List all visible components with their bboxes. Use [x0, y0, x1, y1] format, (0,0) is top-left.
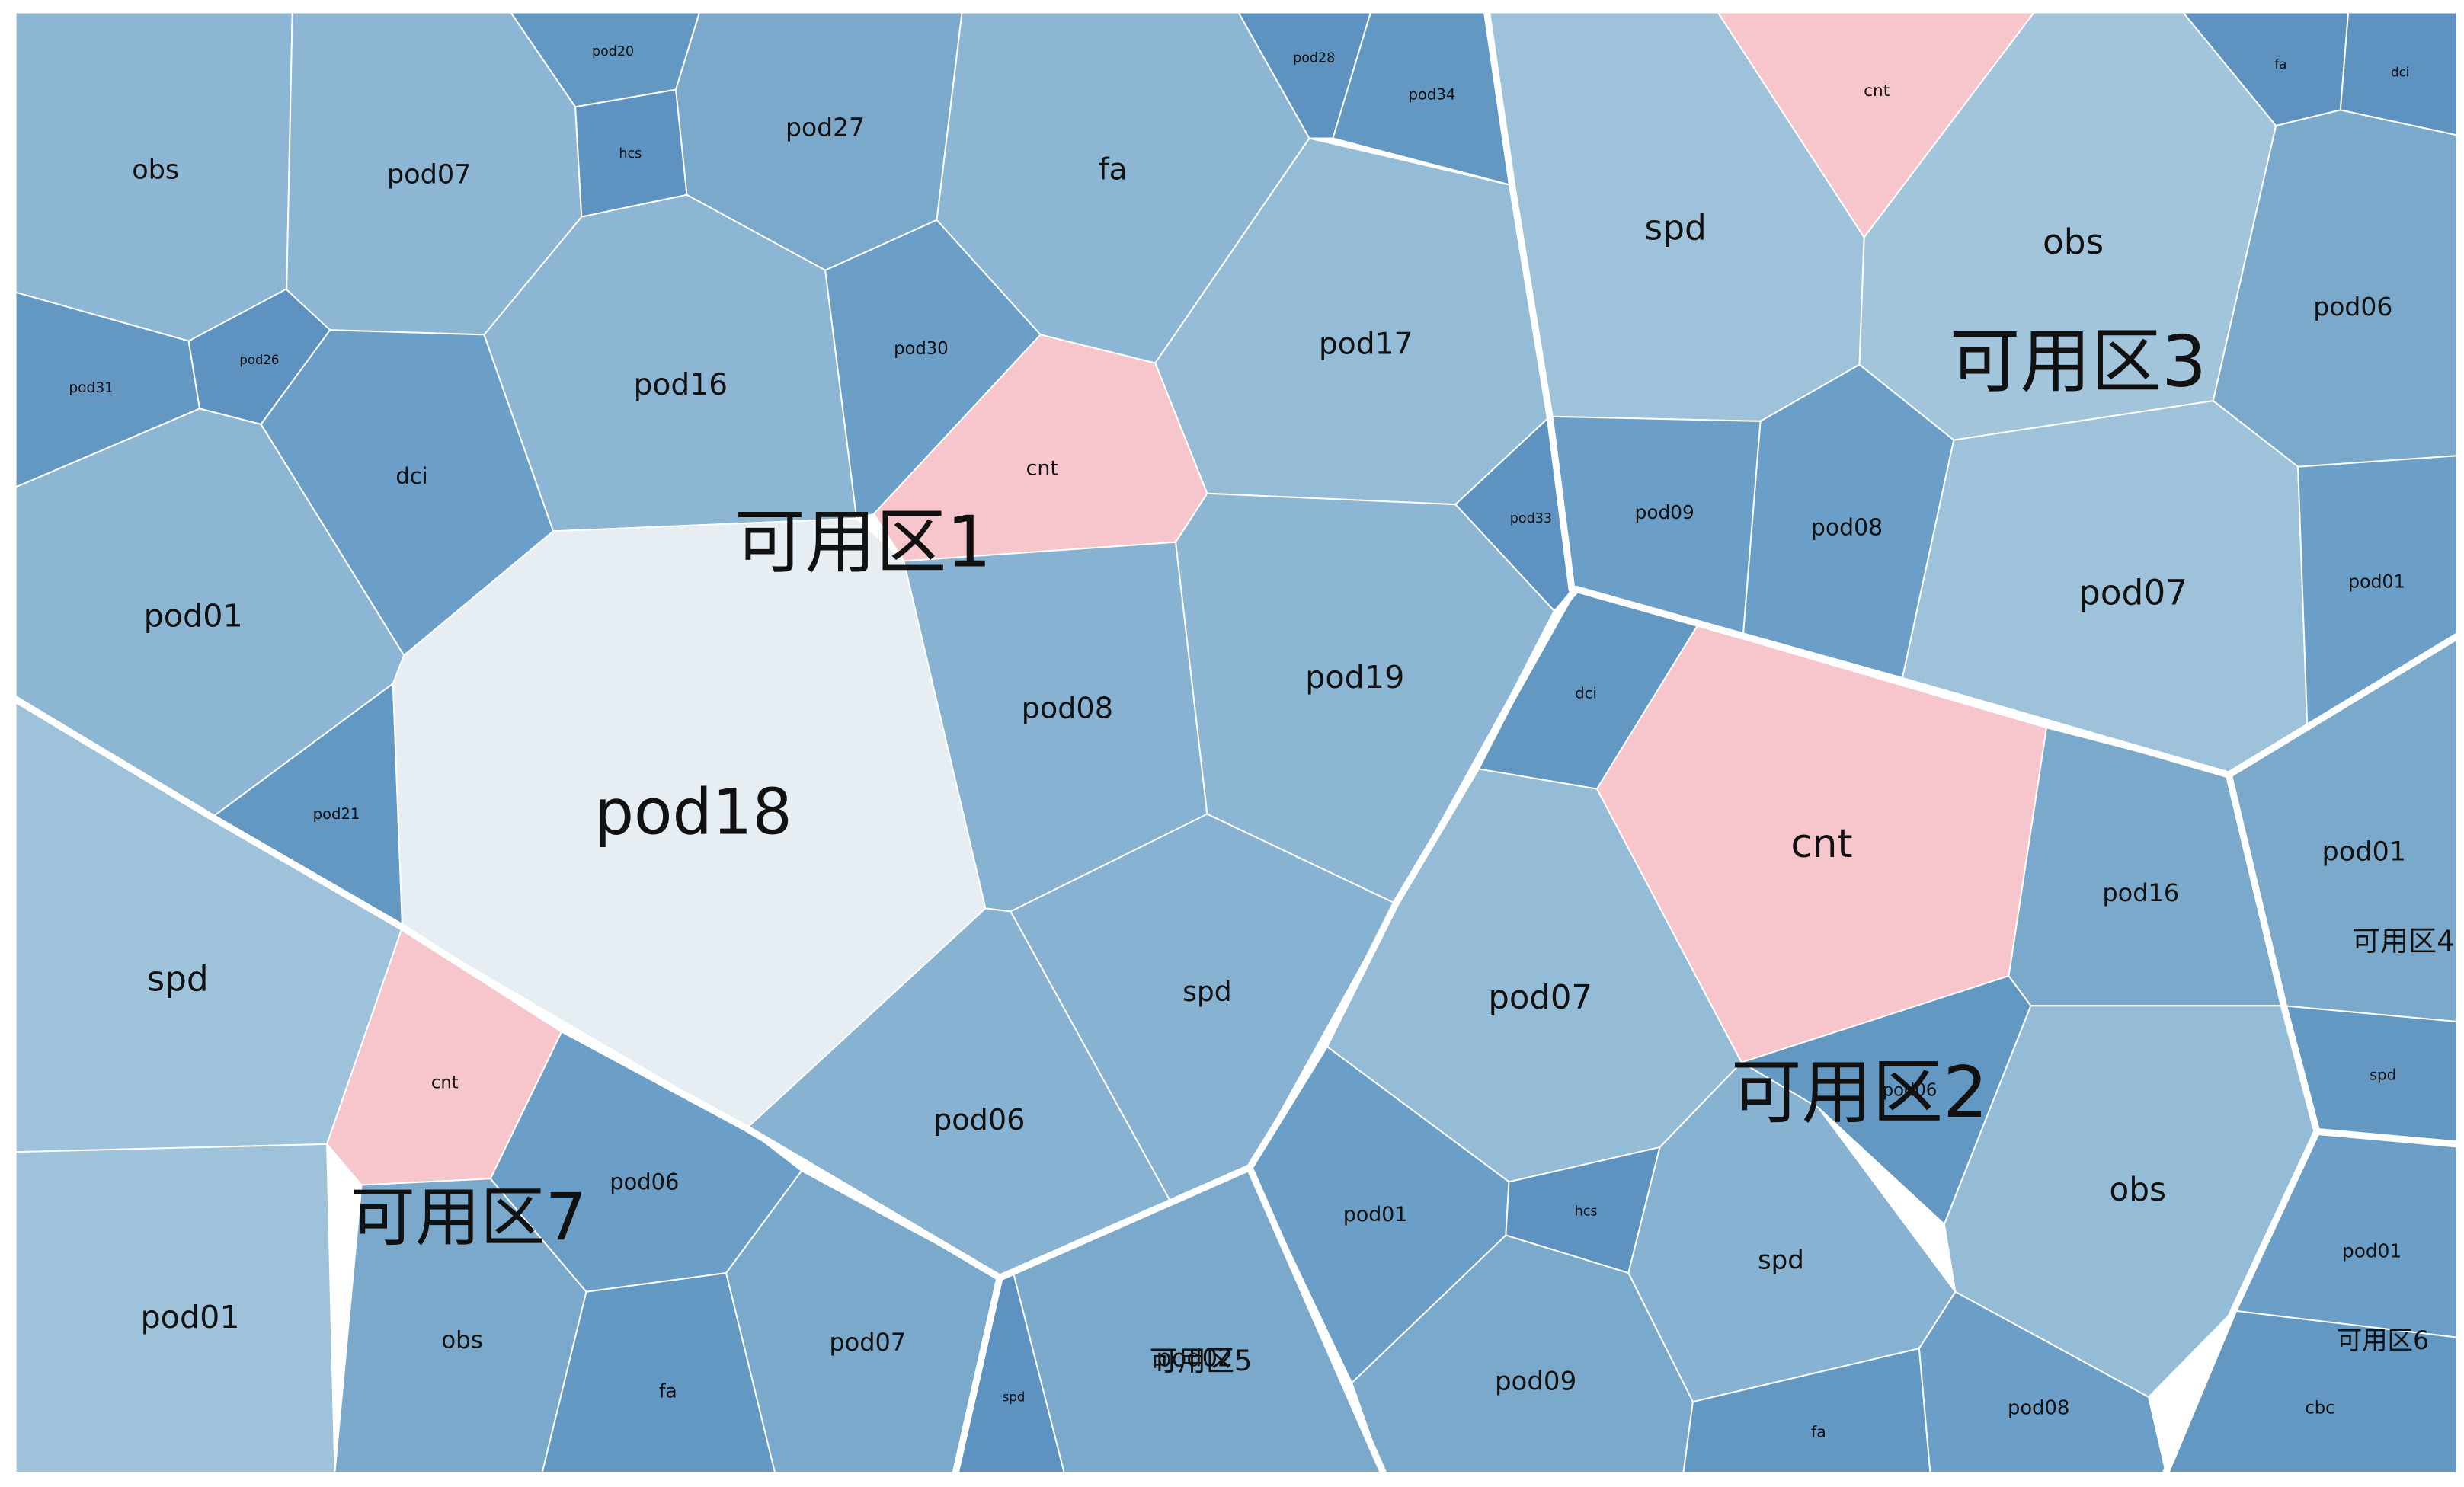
cell-label-fa: fa [1099, 152, 1128, 187]
cell-label-cnt: cnt [1026, 456, 1058, 480]
zone-border-2 [1573, 586, 2460, 779]
zone-title-1: 可用区1 [734, 501, 991, 584]
zone-border-8 [2313, 1127, 2460, 1148]
cell-label-pod20: pod20 [592, 44, 634, 59]
cell-label-pod09: pod09 [1495, 1366, 1576, 1396]
zone-title-6: 可用区6 [2337, 1326, 2429, 1355]
cell-label-pod01: pod01 [1343, 1203, 1408, 1226]
zone-border-3 [1246, 586, 1580, 1172]
cell-label-cnt: cnt [431, 1073, 459, 1092]
cell-label-dci: dci [395, 463, 427, 489]
cell-label-pod08: pod08 [2008, 1396, 2069, 1419]
cell-label-pod06: pod06 [2313, 292, 2392, 321]
cell-label-pod31: pod31 [69, 380, 114, 396]
cell-label-dci: dci [2391, 65, 2409, 79]
cell-label-pod26: pod26 [239, 353, 279, 367]
cell-label-pod21: pod21 [313, 805, 360, 823]
zone-borders [12, 9, 2460, 1476]
cell-label-pod16: pod16 [2102, 878, 2179, 907]
zone-title-3: 可用区3 [1950, 321, 2206, 403]
cell-label-fa: fa [1811, 1422, 1826, 1441]
cell-label-obs: obs [132, 154, 179, 185]
cell-label-pod16: pod16 [634, 368, 728, 402]
cell-label-pod17: pod17 [1319, 327, 1413, 361]
cell-label-pod07: pod07 [2078, 572, 2187, 612]
cell-label-hcs: hcs [619, 146, 642, 161]
cell-label-pod01: pod01 [2322, 836, 2406, 868]
cell-label-pod07: pod07 [387, 159, 472, 190]
cell-label-spd: spd [1758, 1246, 1804, 1276]
cell-spd-23[interactable] [1010, 813, 1397, 1204]
cell-label-cbc: cbc [2305, 1398, 2334, 1418]
cell-label-hcs: hcs [1575, 1204, 1598, 1220]
cell-label-spd: spd [1645, 208, 1707, 248]
cell-label-pod30: pod30 [894, 339, 949, 359]
cell-pod08-45[interactable] [1918, 1290, 2168, 1473]
zone-title-2: 可用区2 [1731, 1051, 1988, 1134]
cell-label-cnt: cnt [1864, 82, 1890, 101]
cell-label-obs: obs [2043, 222, 2104, 262]
cell-label-spd: spd [1182, 976, 1232, 1008]
cell-label-pod06: pod06 [1883, 1081, 1938, 1101]
zone-title-7: 可用区7 [350, 1180, 587, 1255]
cell-label-pod01: pod01 [144, 598, 243, 635]
cell-label-pod19: pod19 [1305, 659, 1404, 696]
cell-label-pod18: pod18 [594, 776, 792, 849]
cell-label-pod06: pod06 [610, 1169, 679, 1194]
zone-labels: 可用区1 可用区2 可用区3 可用区4 可用区5 可用区6 可用区7 [350, 321, 2455, 1378]
zone-border-6 [996, 1164, 1387, 1476]
cell-label-cnt: cnt [1790, 821, 1852, 867]
cell-label-spd: spd [2370, 1066, 2396, 1084]
cell-label-dci: dci [1575, 684, 1597, 702]
cell-label-pod34: pod34 [1409, 85, 1456, 103]
zone-border-4 [12, 696, 1003, 1281]
cell-label-pod08: pod08 [1811, 515, 1883, 542]
cell-label-pod27: pod27 [786, 113, 865, 142]
cell-label-pod33: pod33 [1510, 511, 1552, 526]
zone-border-5 [952, 1274, 1003, 1476]
cell-label-pod09: pod09 [1635, 501, 1694, 523]
cell-label-pod06: pod06 [933, 1104, 1025, 1137]
cell-label-pod07: pod07 [829, 1328, 906, 1357]
cell-label-pod28: pod28 [1293, 50, 1335, 66]
cell-label-pod08: pod08 [1022, 692, 1113, 725]
cell-label-fa: fa [659, 1380, 677, 1402]
zone-title-4: 可用区4 [2352, 925, 2455, 958]
zone-title-5: 可用区5 [1150, 1345, 1253, 1377]
cell-label-pod02: pod02 [1156, 1343, 1233, 1372]
cell-label-pod07: pod07 [1488, 979, 1592, 1017]
cell-label-obs: obs [441, 1327, 483, 1354]
cell-labels: obs pod07 pod20 hcs pod27 fa pod28 pod34 pod31 po… [69, 44, 2409, 1441]
cell-label-fa: fa [2274, 57, 2286, 72]
cell-label-pod01: pod01 [2348, 571, 2405, 592]
cells-layer [14, 11, 2458, 1473]
cell-label-pod01: pod01 [2342, 1240, 2402, 1262]
cell-label-obs: obs [2109, 1171, 2166, 1208]
cell-label-spd: spd [146, 959, 208, 999]
cell-label-spd: spd [1003, 1390, 1026, 1405]
cell-label-pod01: pod01 [140, 1299, 239, 1335]
